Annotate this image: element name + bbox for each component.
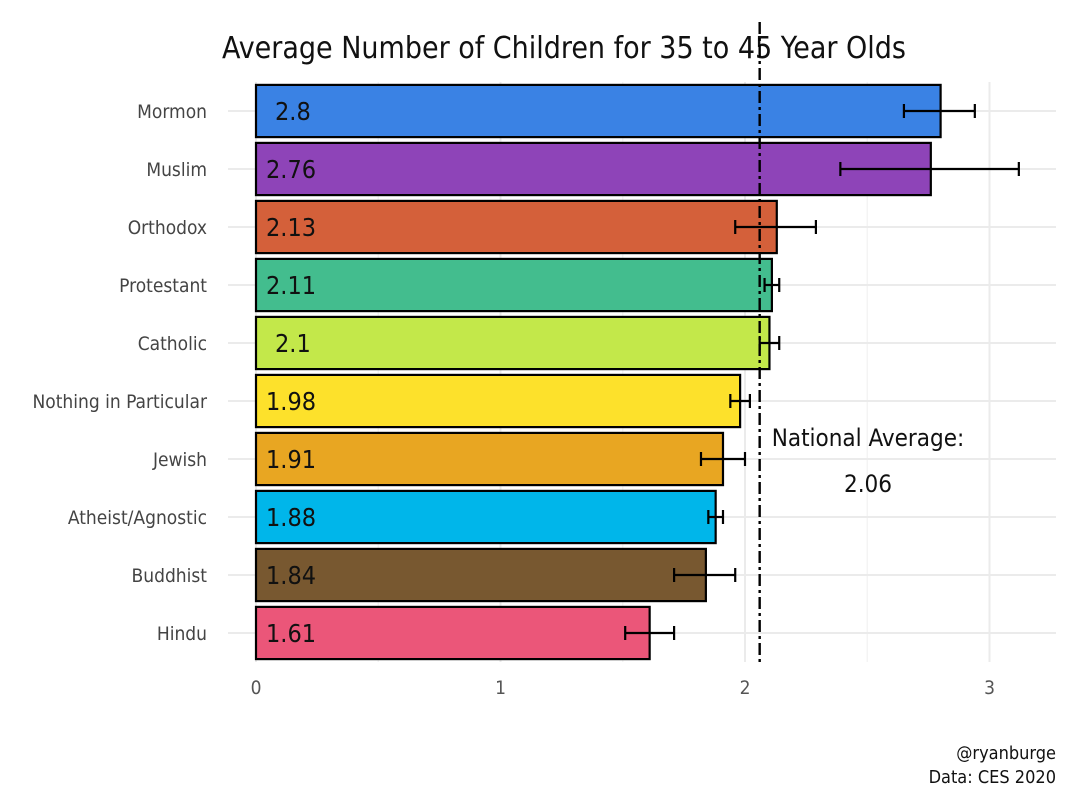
x-tick-label: 0	[251, 677, 262, 699]
error-bar	[624, 626, 676, 640]
category-label: Nothing in Particular	[32, 391, 208, 413]
category-label: Mormon	[137, 101, 207, 123]
bar-catholic	[254, 315, 771, 371]
category-label: Buddhist	[132, 565, 208, 587]
x-tick-label: 3	[984, 677, 995, 699]
value-label: 2.8	[275, 97, 311, 126]
value-label: 2.1	[275, 329, 311, 358]
error-bar	[672, 568, 737, 582]
value-label: 2.11	[266, 271, 316, 300]
error-bar	[729, 394, 751, 408]
error-bar	[734, 220, 818, 234]
x-tick-label: 2	[740, 677, 751, 699]
reference-line-label-line2: 2.06	[844, 470, 892, 498]
reference-line-label-line1: National Average:	[772, 424, 965, 452]
category-label: Hindu	[157, 623, 207, 645]
category-label: Protestant	[119, 275, 207, 297]
chart-title: Average Number of Children for 35 to 45 …	[222, 31, 906, 66]
value-label: 1.88	[266, 503, 316, 532]
error-bar	[902, 104, 976, 118]
caption-author: @ryanburge	[956, 743, 1056, 764]
x-tick-label: 1	[495, 677, 506, 699]
error-bar	[699, 452, 747, 466]
error-bar	[839, 162, 1020, 176]
error-bars-group	[624, 104, 1020, 640]
category-label: Muslim	[146, 159, 207, 181]
value-label: 1.84	[266, 561, 316, 590]
bar-hindu	[254, 605, 651, 661]
value-label: 1.98	[266, 387, 316, 416]
category-labels: Mormon Muslim Orthodox Protestant Catholic No…	[32, 101, 208, 645]
category-label: Jewish	[152, 449, 207, 471]
bar-muslim	[254, 141, 932, 197]
bar-buddhist	[254, 547, 707, 603]
bar-orthodox	[254, 199, 778, 255]
x-tick-labels: 0 1 2 3	[251, 677, 995, 699]
caption-source: Data: CES 2020	[929, 767, 1056, 788]
value-label: 2.13	[266, 213, 316, 242]
category-label: Orthodox	[128, 217, 207, 239]
value-label: 2.76	[266, 155, 316, 184]
category-label: Catholic	[138, 333, 207, 355]
bar-jewish	[254, 431, 725, 487]
value-labels: 2.8 2.76 2.13 2.11 2.1 1.98 1.91 1.88 1.84 1.61	[266, 97, 316, 648]
bar-nothing-in-particular	[254, 373, 742, 429]
error-bar	[763, 278, 781, 292]
bar-atheist-agnostic	[254, 489, 717, 545]
bars-group	[254, 83, 942, 661]
bar-protestant	[254, 257, 773, 313]
category-label: Atheist/Agnostic	[68, 507, 207, 529]
value-label: 1.61	[266, 619, 316, 648]
bar-mormon	[254, 83, 942, 139]
value-label: 1.91	[266, 445, 316, 474]
error-bar	[707, 510, 725, 524]
